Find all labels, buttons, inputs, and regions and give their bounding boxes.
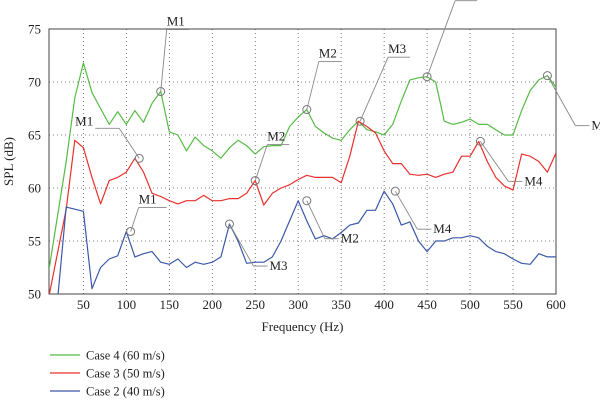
legend-entry-1: Case 4 (60 m/s) xyxy=(50,349,165,363)
legend-label: Case 2 (40 m/s) xyxy=(86,385,165,399)
leader-line xyxy=(254,144,268,181)
axis-ticks: 50 100 150 200 250 300 350 400 450 500 550 600 50 55 6… xyxy=(28,22,566,313)
annotation-m1: M1 xyxy=(156,14,189,97)
y-tick-label: 75 xyxy=(28,22,41,37)
y-tick-label: 65 xyxy=(28,128,41,143)
x-tick-label: 250 xyxy=(245,297,265,312)
y-tick-label: 60 xyxy=(28,181,41,196)
x-tick-label: 150 xyxy=(160,297,180,312)
leader-line xyxy=(160,29,168,92)
x-tick-label: 100 xyxy=(117,297,137,312)
leader-line xyxy=(394,190,418,230)
annotation-m4: M4 xyxy=(390,186,452,236)
legend-label: Case 3 (50 m/s) xyxy=(86,367,165,381)
leader-line xyxy=(480,141,509,182)
x-tick-label: 50 xyxy=(77,297,90,312)
marker-circle xyxy=(134,153,144,163)
legend-entry-2: Case 3 (50 m/s) xyxy=(50,367,165,381)
marker-circle xyxy=(542,71,552,81)
marker-circle xyxy=(422,72,432,82)
series-lines xyxy=(49,62,556,294)
marker-annotations: M1 M2 M3 M4 M1 M2 M3 M4 M1 M3 M2 M4 xyxy=(75,0,600,273)
legend: Case 4 (60 m/s) Case 3 (50 m/s) Case 2 (40… xyxy=(50,349,165,399)
annotation-label: M2 xyxy=(341,231,359,246)
leader-line xyxy=(229,223,254,267)
marker-circle xyxy=(355,116,365,126)
x-tick-label: 300 xyxy=(288,297,308,312)
marker-circle xyxy=(302,105,312,115)
marker-circle xyxy=(250,176,260,186)
leader-line xyxy=(359,57,389,122)
leader-line xyxy=(547,75,576,126)
annotation-m2: M2 xyxy=(302,46,341,115)
leader-line xyxy=(118,128,140,159)
annotation-label: M4 xyxy=(591,118,600,133)
annotation-m4: M4 xyxy=(475,136,543,188)
y-tick-label: 50 xyxy=(28,287,41,302)
annotation-label: M4 xyxy=(433,221,452,236)
plot-frame xyxy=(48,28,557,295)
series-line-3 xyxy=(57,190,556,294)
annotation-label: M3 xyxy=(269,258,287,273)
annotation-m3: M3 xyxy=(224,219,288,273)
annotation-m2: M2 xyxy=(250,129,290,186)
annotation-m4: M4 xyxy=(542,71,600,133)
x-axis-label: Frequency (Hz) xyxy=(262,319,344,334)
annotation-label: M2 xyxy=(319,46,337,61)
annotation-m2: M2 xyxy=(302,196,359,246)
leader-line xyxy=(306,61,320,110)
annotation-label: M4 xyxy=(524,173,543,188)
series-line-1 xyxy=(49,62,556,270)
x-tick-label: 500 xyxy=(460,297,480,312)
annotation-label: M2 xyxy=(267,129,285,144)
annotation-label: M1 xyxy=(167,14,185,29)
y-axis-label: SPL (dB) xyxy=(1,137,16,186)
x-tick-label: 450 xyxy=(417,297,437,312)
annotation-m1: M1 xyxy=(75,113,144,163)
grid-lines xyxy=(49,29,556,294)
marker-circle xyxy=(390,186,400,196)
leader-line xyxy=(306,200,326,239)
marker-circle xyxy=(126,226,136,236)
annotation-m3: M3 xyxy=(422,0,478,82)
x-tick-label: 200 xyxy=(203,297,223,312)
annotation-label: M3 xyxy=(388,41,406,56)
annotation-m1: M1 xyxy=(126,191,167,236)
leader-line xyxy=(130,207,140,232)
annotation-label: M1 xyxy=(139,191,157,206)
leader-line xyxy=(426,0,456,77)
marker-circle xyxy=(224,219,234,229)
y-tick-label: 70 xyxy=(28,75,41,90)
legend-entry-3: Case 2 (40 m/s) xyxy=(50,385,165,399)
x-tick-label: 350 xyxy=(331,297,351,312)
annotation-label: M1 xyxy=(75,113,93,128)
marker-circle xyxy=(475,136,485,146)
legend-label: Case 4 (60 m/s) xyxy=(86,349,165,363)
x-tick-label: 600 xyxy=(546,297,566,312)
x-tick-label: 550 xyxy=(503,297,523,312)
marker-circle xyxy=(302,196,312,206)
y-tick-label: 55 xyxy=(28,234,41,249)
x-tick-label: 400 xyxy=(374,297,394,312)
annotation-m3: M3 xyxy=(355,41,411,126)
series-line-2 xyxy=(49,120,556,294)
